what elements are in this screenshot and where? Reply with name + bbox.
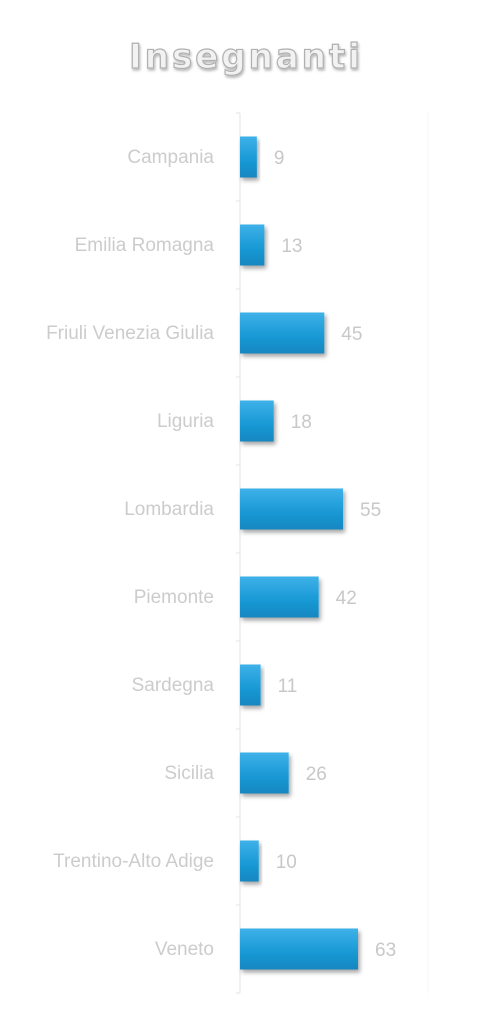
data-label: 10 [276,852,297,873]
category-label: Liguria [157,411,214,432]
category-labels: Campania Emilia Romagna Friuli Venezia Giu… [46,147,214,960]
bar [240,576,319,618]
category-label: Friuli Venezia Giulia [46,323,214,344]
data-label: 9 [274,148,285,169]
category-label: Emilia Romagna [75,235,215,256]
bar [240,752,289,794]
data-label: 45 [341,324,362,345]
bar [240,664,261,706]
bar [240,840,259,882]
data-label: 13 [281,236,302,257]
category-label: Sardegna [132,675,215,696]
data-label: 42 [336,588,357,609]
category-label: Veneto [155,939,214,960]
data-label: 18 [291,412,312,433]
chart-title: Insegnanti [129,37,363,77]
bar [240,928,358,970]
bar [240,400,274,442]
bar [240,224,265,266]
data-label: 55 [360,500,381,521]
data-labels: 9 13 45 18 55 42 11 26 10 63 [274,148,396,961]
category-label: Trentino-Alto Adige [53,851,214,872]
category-axis [236,112,429,994]
data-label: 11 [278,676,298,697]
category-label: Piemonte [134,587,214,608]
data-label: 26 [306,764,327,785]
bar [240,312,325,354]
data-label: 63 [375,940,396,961]
category-label: Campania [127,147,214,168]
bars [240,136,358,970]
category-label: Lombardia [124,499,214,520]
category-label: Sicilia [164,763,214,784]
bar [240,136,257,178]
bar [240,488,344,530]
